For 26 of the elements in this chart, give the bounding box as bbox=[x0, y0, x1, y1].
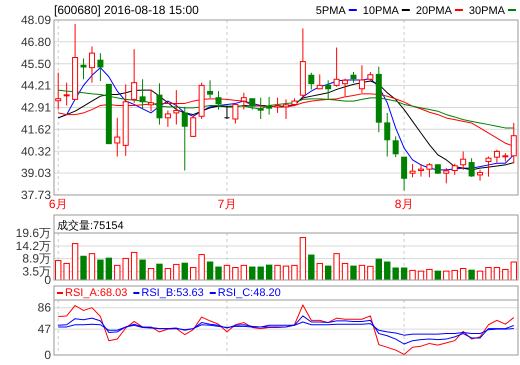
legend-label: RSI_A:68.03 bbox=[65, 287, 128, 299]
legend-label: RSI_C:48.20 bbox=[218, 287, 281, 299]
y-tick-label: 42.91 bbox=[20, 100, 52, 114]
x-tick-label: 7月 bbox=[218, 197, 236, 211]
y-tick-label: 14.2万 bbox=[16, 238, 51, 253]
y-tick-label: 45.50 bbox=[20, 56, 52, 71]
x-tick-label: 6月 bbox=[48, 197, 68, 211]
x-tick-label: 8月 bbox=[394, 197, 414, 211]
y-tick-label: 8.9万 bbox=[22, 252, 51, 266]
y-tick-label: 44.21 bbox=[20, 78, 52, 93]
y-tick-label: 39.03 bbox=[20, 166, 52, 180]
legend-label: RSI_B:53.63 bbox=[141, 287, 204, 299]
y-tick-label: 41.62 bbox=[20, 122, 52, 136]
y-tick-label: 47 bbox=[38, 322, 52, 336]
series-label: 成交量:75154 bbox=[57, 219, 124, 232]
legend-label: 20PMA bbox=[416, 5, 453, 17]
y-tick-label: 48.09 bbox=[20, 13, 52, 27]
y-tick-label: 86 bbox=[38, 300, 52, 315]
y-tick-label: 40.32 bbox=[20, 144, 52, 158]
y-tick-label: 46.80 bbox=[20, 34, 52, 49]
legend-label: 5PMA bbox=[316, 5, 346, 17]
legend-label: 10PMA bbox=[362, 5, 400, 17]
y-tick-label: 0 bbox=[44, 348, 52, 362]
y-tick-label: 19.6万 bbox=[16, 226, 51, 240]
legend-label: 30PMA bbox=[468, 5, 506, 17]
chart-title: [600680] 2016-08-18 15:00 bbox=[54, 3, 200, 17]
